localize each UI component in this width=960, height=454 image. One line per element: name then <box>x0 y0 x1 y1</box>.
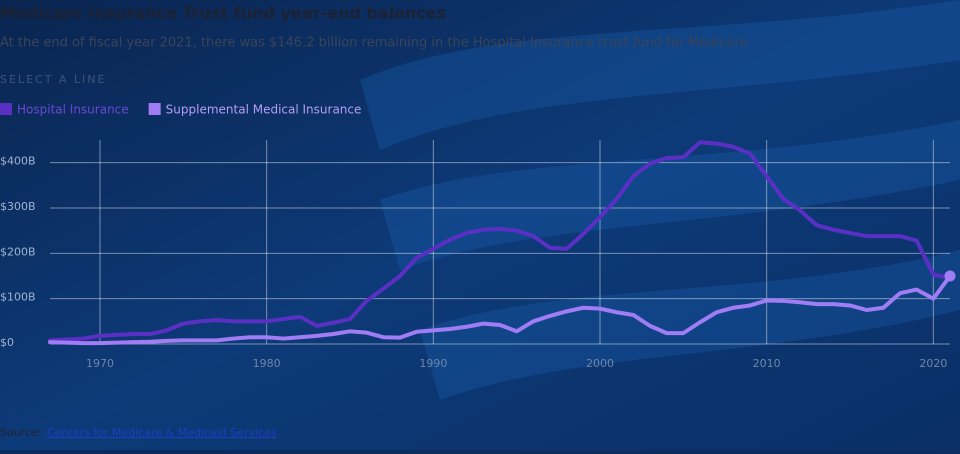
y-tick-label: $400B <box>0 155 36 168</box>
x-tick-label: 1970 <box>86 357 114 370</box>
source-link[interactable]: Centers for Medicare & Medicaid Services <box>47 426 277 439</box>
end-point <box>944 270 956 282</box>
select-label: SELECT A LINE <box>0 73 106 86</box>
y-tick-label: $300B <box>0 200 36 213</box>
x-tick-label: 2020 <box>919 357 947 370</box>
legend-swatch[interactable] <box>0 103 12 115</box>
y-tick-label: $100B <box>0 291 36 304</box>
source-label: Source: <box>0 426 42 439</box>
line-series <box>48 140 952 343</box>
legend-label[interactable]: Hospital Insurance <box>17 103 129 117</box>
x-tick-label: 2000 <box>586 357 614 370</box>
x-tick-label: 1990 <box>419 357 447 370</box>
chart-title: Medicare Insurance Trust fund year-end b… <box>0 4 446 23</box>
chart-subtitle: At the end of fiscal year 2021, there wa… <box>0 36 747 51</box>
y-tick-label: $200B <box>0 245 36 258</box>
x-tick-label: 2010 <box>753 357 781 370</box>
legend-swatch[interactable] <box>148 103 161 115</box>
legend-label[interactable]: Supplemental Medical Insurance <box>166 103 362 117</box>
y-tick-label: $0 <box>0 336 14 349</box>
line-series <box>48 274 952 346</box>
x-tick-label: 1980 <box>253 357 281 370</box>
